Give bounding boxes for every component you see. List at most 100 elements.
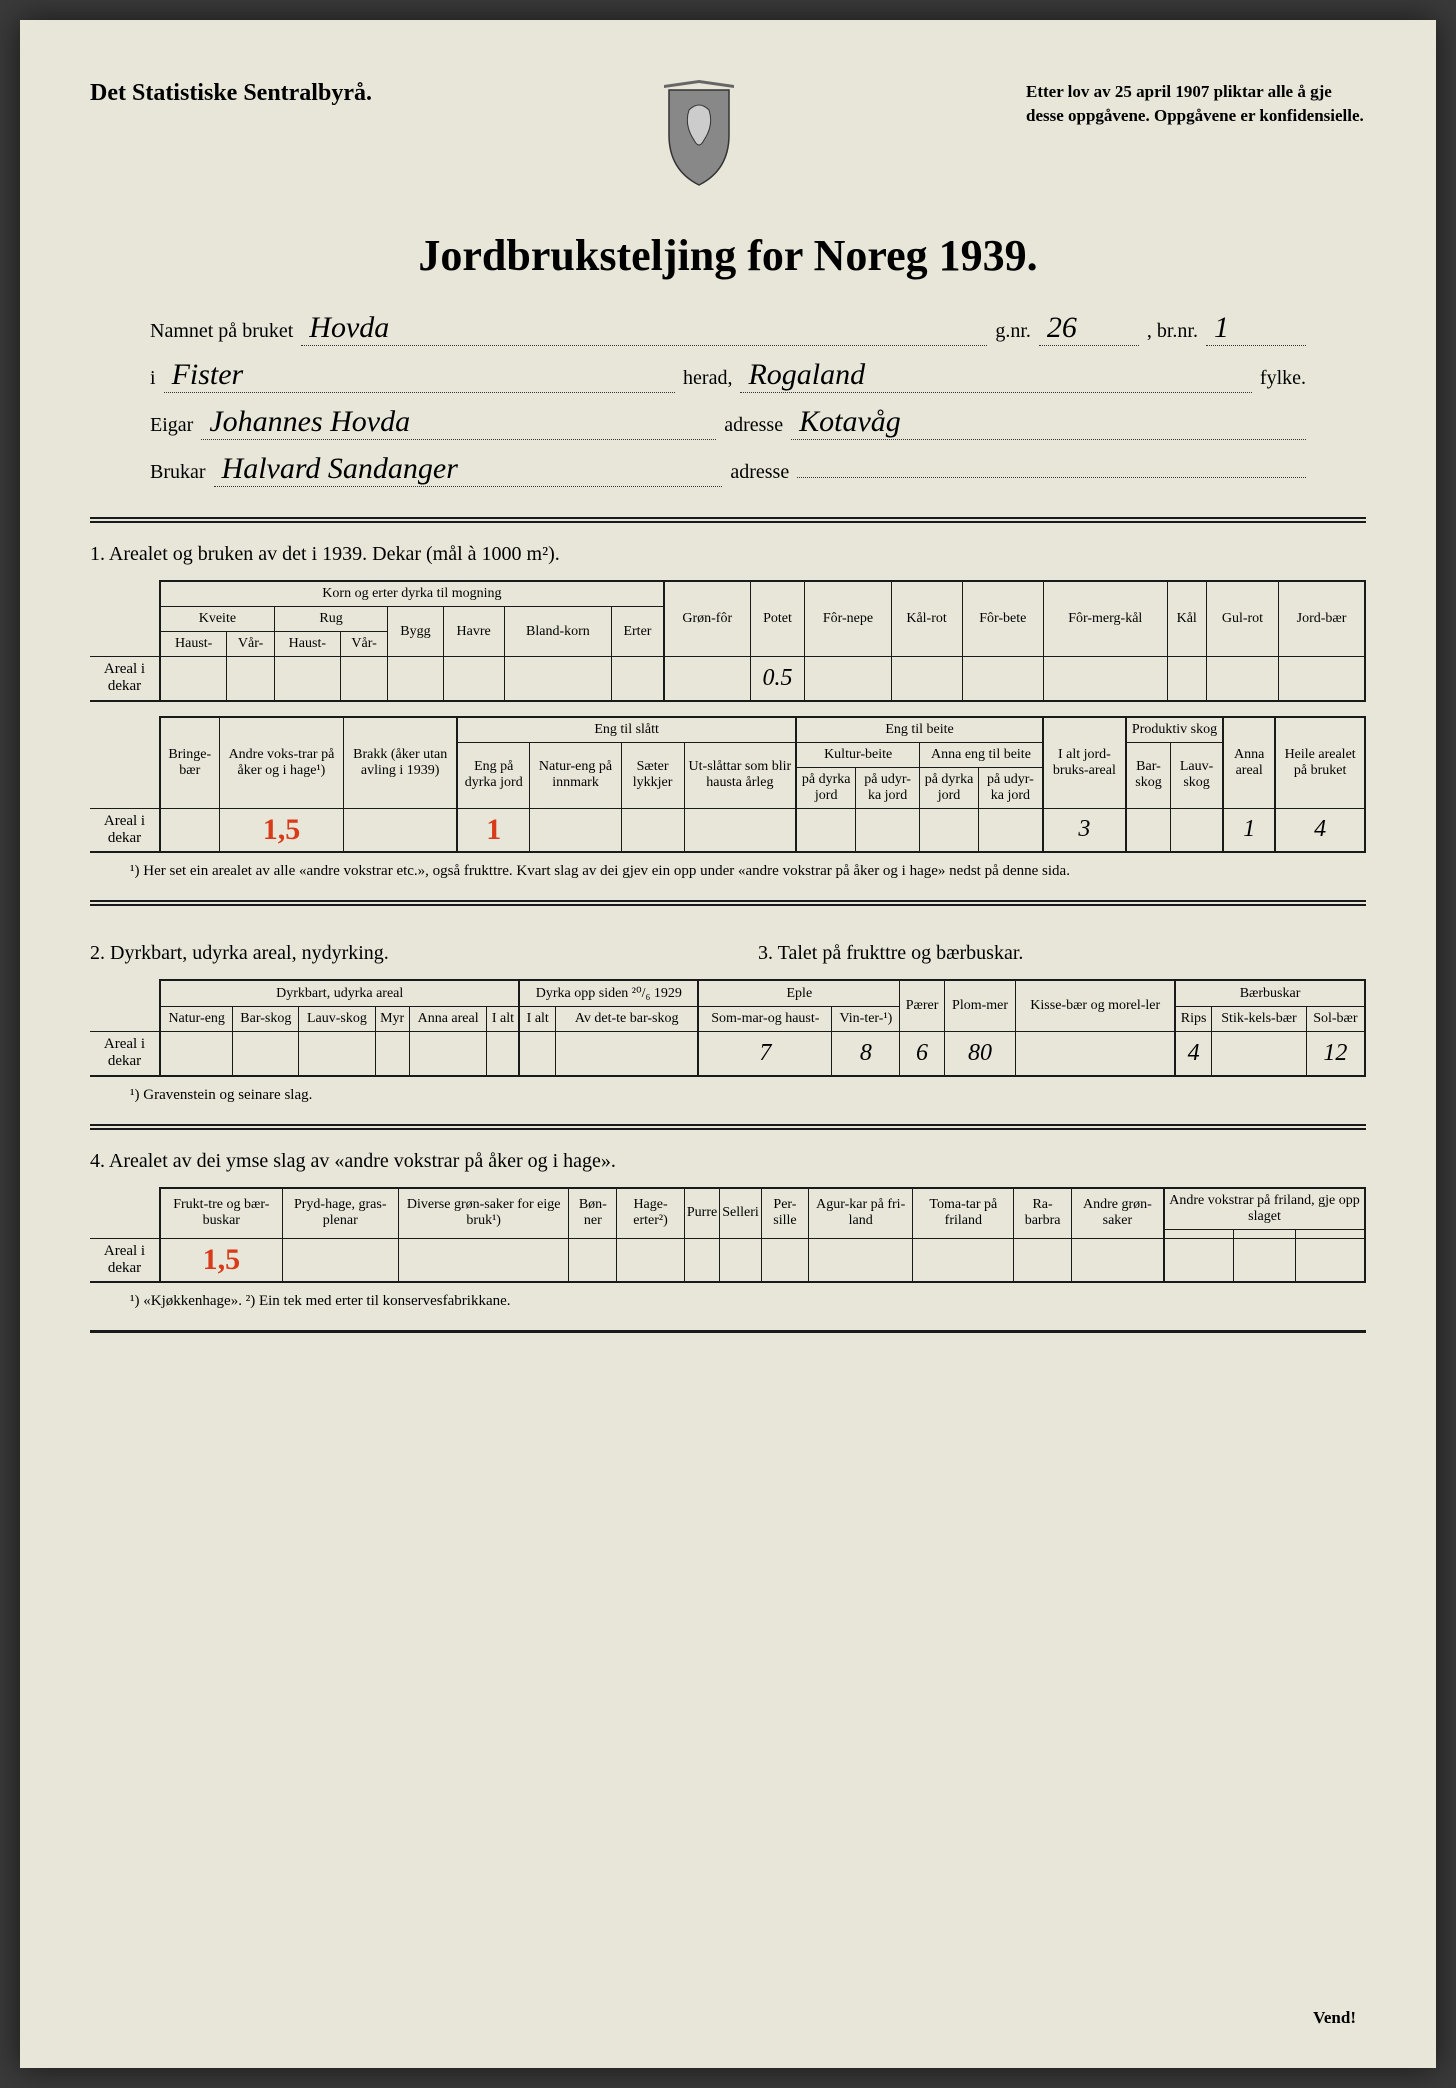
th-gulrot: Gul-rot (1206, 581, 1278, 657)
val-anna: 1 (1223, 808, 1275, 852)
th-kulturbeite: Kultur-beite (796, 742, 919, 767)
label-brnr: , br.nr. (1147, 320, 1198, 343)
th-annaeng: Anna eng til beite (920, 742, 1043, 767)
th-eple: Eple (698, 980, 900, 1007)
val-andre: 1,5 (219, 808, 344, 852)
document-page: Det Statistiske Sentralbyrå. Etter lov a… (20, 20, 1436, 2068)
th-havre: Havre (443, 607, 504, 657)
value-gnr: 26 (1039, 311, 1139, 346)
label-i: i (150, 367, 156, 390)
th-potet: Potet (750, 581, 805, 657)
th-prydhage: Pryd-hage, gras-plenar (282, 1188, 398, 1239)
label-eigar: Eigar (150, 414, 193, 437)
th-barskog2: Bar-skog (233, 1007, 299, 1032)
label-herad: herad, (683, 367, 732, 390)
th-engdyrka: Eng på dyrka jord (457, 742, 530, 808)
divider (90, 517, 1366, 523)
th-rabarbra: Ra-barbra (1014, 1188, 1071, 1239)
table-1b: Bringe-bær Andre voks-trar på åker og i … (90, 716, 1366, 854)
val-potet: 0.5 (750, 657, 805, 701)
val-ialt: 3 (1043, 808, 1126, 852)
footnote-1: ¹) Her set ein arealet av alle «andre vo… (130, 863, 1366, 880)
val-plommer: 80 (944, 1032, 1016, 1076)
th-paudyrka1: på udyr-ka jord (856, 767, 920, 808)
val-heile: 4 (1275, 808, 1365, 852)
th-dyrkaopp: Dyrka opp siden ²⁰/₆ 1929 (519, 980, 698, 1007)
val-solbaer: 12 (1306, 1032, 1365, 1076)
row-label-23: Areal i dekar (90, 1032, 160, 1076)
th-kveite: Kveite (160, 607, 274, 632)
th-lauvskog2: Lauv-skog (299, 1007, 375, 1032)
th-brakk: Brakk (åker utan avling i 1939) (344, 717, 457, 809)
th-ialt2: I alt (487, 1007, 520, 1032)
value-brukar: Halvard Sandanger (214, 452, 723, 487)
row-label-1b: Areal i dekar (90, 808, 160, 852)
th-avdette: Av det-te bar-skog (556, 1007, 699, 1032)
th-padyrka1: på dyrka jord (796, 767, 855, 808)
property-form: Namnet på bruket Hovda g.nr. 26 , br.nr.… (150, 311, 1306, 487)
section2-title: 2. Dyrkbart, udyrka areal, nydyrking. (90, 942, 698, 965)
val-frukttre: 1,5 (160, 1238, 282, 1282)
table-2-3: Dyrkbart, udyrka areal Dyrka opp siden ²… (90, 979, 1366, 1077)
th-hageerter: Hage-erter²) (617, 1188, 685, 1239)
label-brukar: Brukar (150, 461, 206, 484)
th-var2: Vår- (340, 632, 387, 657)
th-annaareal2: Anna areal (409, 1007, 487, 1032)
val-vinter: 8 (832, 1032, 900, 1076)
th-bonner: Bøn-ner (569, 1188, 617, 1239)
row-label-4: Areal i dekar (90, 1238, 160, 1282)
th-blandkorn: Bland-korn (504, 607, 611, 657)
th-kalrot: Kål-rot (891, 581, 962, 657)
th-andrefriland: Andre vokstrar på friland, gje opp slage… (1164, 1188, 1365, 1230)
th-vinter: Vin-ter-¹) (832, 1007, 900, 1032)
table-4: Frukt-tre og bær-buskar Pryd-hage, gras-… (90, 1187, 1366, 1284)
vend-label: Vend! (1313, 2008, 1356, 2028)
bottom-rule (90, 1330, 1366, 1333)
th-sommar: Som-mar-og haust- (698, 1007, 832, 1032)
label-fylke: fylke. (1260, 367, 1306, 390)
th-erter: Erter (612, 607, 664, 657)
th-ialt: I alt jord-bruks-areal (1043, 717, 1126, 809)
th-paerer: Pærer (900, 980, 944, 1032)
th-kisse: Kisse-bær og morel-ler (1016, 980, 1175, 1032)
value-fylke: Rogaland (740, 358, 1251, 393)
value-eigar: Johannes Hovda (201, 405, 716, 440)
val-paerer: 6 (900, 1032, 944, 1076)
th-engbeite: Eng til beite (796, 717, 1043, 743)
th-agurkar: Agur-kar på fri-land (809, 1188, 913, 1239)
label-gnr: g.nr. (995, 320, 1031, 343)
th-natureng: Natur-eng på innmark (530, 742, 621, 808)
th-frukttre: Frukt-tre og bær-buskar (160, 1188, 282, 1239)
th-bringebaer: Bringe-bær (160, 717, 219, 809)
label-adresse2: adresse (730, 461, 789, 484)
th-var1: Vår- (227, 632, 274, 657)
value-i: Fister (164, 358, 675, 393)
section3-title: 3. Talet på frukttre og bærbuskar. (758, 942, 1366, 965)
th-saeter: Sæter lykkjer (621, 742, 684, 808)
th-annaareal: Anna areal (1223, 717, 1275, 809)
th-formergkal: Fôr-merg-kål (1043, 581, 1167, 657)
th-stikkels: Stik-kels-bær (1212, 1007, 1307, 1032)
value-eigar-adresse: Kotavåg (791, 405, 1306, 440)
th-barskog: Bar-skog (1126, 742, 1171, 808)
th-andregron: Andre grøn-saker (1071, 1188, 1164, 1239)
th-korn: Korn og erter dyrka til mogning (160, 581, 664, 607)
th-natureng2: Natur-eng (160, 1007, 233, 1032)
th-purre: Purre (684, 1188, 719, 1239)
th-forbete: Fôr-bete (962, 581, 1043, 657)
th-lauvskog: Lauv-skog (1171, 742, 1224, 808)
section4-title: 4. Arealet av dei ymse slag av «andre vo… (90, 1150, 1366, 1173)
th-dyrkbart: Dyrkbart, udyrka areal (160, 980, 519, 1007)
th-padyrka2: på dyrka jord (920, 767, 979, 808)
th-haust2: Haust- (274, 632, 340, 657)
th-solbaer: Sol-bær (1306, 1007, 1365, 1032)
th-fornepe: Fôr-nepe (805, 581, 891, 657)
th-plommer: Plom-mer (944, 980, 1016, 1032)
coat-of-arms-icon (659, 80, 739, 190)
th-diverse: Diverse grøn-saker for eige bruk¹) (398, 1188, 569, 1239)
value-brukar-adresse (797, 477, 1306, 478)
org-name: Det Statistiske Sentralbyrå. (90, 80, 372, 107)
val-rips: 4 (1175, 1032, 1212, 1076)
th-bygg: Bygg (388, 607, 443, 657)
th-ialt3: I alt (519, 1007, 555, 1032)
